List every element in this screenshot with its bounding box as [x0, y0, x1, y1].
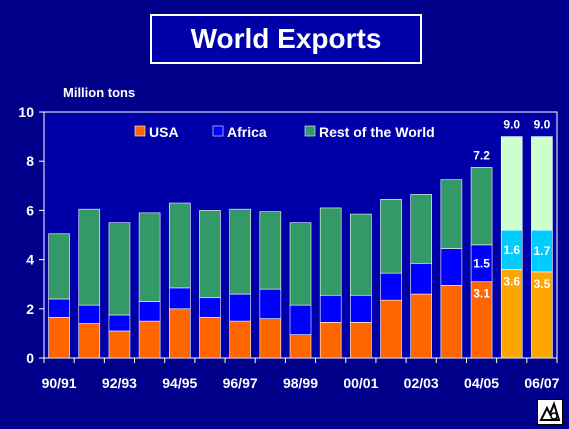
bar-africa [48, 298, 70, 318]
bar-rest-of-the-world [289, 222, 312, 306]
bar-usa [410, 293, 433, 359]
bar-africa [440, 248, 463, 286]
y-tick-label: 0 [26, 350, 34, 366]
legend-label: USA [149, 124, 179, 140]
bar-rest-of-the-world [108, 222, 131, 316]
bar-usa [138, 320, 161, 359]
bar-africa [108, 314, 131, 332]
legend-swatch [304, 125, 316, 137]
bar-rest-of-the-world [350, 213, 372, 296]
corner-logo-icon [537, 399, 563, 425]
y-axis-label: Million tons [63, 85, 136, 100]
data-label: 1.7 [534, 244, 551, 258]
bar-africa [168, 287, 191, 310]
bar-usa [78, 323, 101, 359]
legend-label: Africa [227, 124, 267, 140]
y-tick-label: 4 [26, 252, 34, 268]
bar-rest-of-the-world [168, 202, 191, 289]
bar-africa [259, 288, 282, 319]
x-tick-label: 98/99 [283, 375, 318, 391]
bar-usa [319, 322, 342, 359]
legend-label: Rest of the World [319, 124, 435, 140]
data-label: 3.6 [503, 274, 520, 288]
y-tick-label: 2 [26, 301, 34, 317]
bar-africa [350, 294, 372, 323]
bar-africa [319, 294, 342, 323]
bar-africa [78, 304, 101, 324]
bar-africa [380, 272, 402, 301]
x-tick-label: 06/07 [524, 375, 559, 391]
bar-rest-of-the-world [78, 208, 101, 306]
bar-africa [138, 301, 161, 322]
bar-usa [199, 317, 221, 359]
bar-usa [440, 285, 463, 359]
bar-africa [229, 293, 251, 322]
bar-rest-of-the-world [500, 136, 523, 231]
data-label: 9.0 [503, 118, 520, 132]
bar-usa [380, 299, 402, 359]
bar-rest-of-the-world [470, 167, 493, 246]
bar-usa [229, 320, 251, 359]
bar-usa [259, 318, 282, 359]
data-label: 3.1 [473, 287, 490, 301]
x-tick-label: 00/01 [343, 375, 378, 391]
y-tick-label: 8 [26, 153, 34, 169]
bar-rest-of-the-world [259, 211, 282, 290]
x-tick-label: 96/97 [223, 375, 258, 391]
bar-rest-of-the-world [319, 207, 342, 296]
x-tick-label: 92/93 [102, 375, 137, 391]
legend-swatch [134, 125, 146, 137]
bar-rest-of-the-world [138, 212, 161, 302]
bar-africa [289, 304, 312, 335]
data-label: 7.2 [473, 148, 490, 162]
chart-title: World Exports [150, 14, 422, 64]
legend-swatch [212, 125, 224, 137]
bar-rest-of-the-world [380, 199, 402, 274]
bar-rest-of-the-world [199, 210, 221, 299]
bar-rest-of-the-world [440, 179, 463, 249]
data-label: 3.5 [534, 277, 551, 291]
bar-rest-of-the-world [410, 194, 433, 264]
x-tick-label: 04/05 [464, 375, 499, 391]
data-label: 1.5 [473, 256, 490, 270]
x-tick-label: 90/91 [42, 375, 77, 391]
bar-rest-of-the-world [48, 233, 70, 300]
bar-africa [410, 262, 433, 295]
data-label: 1.6 [503, 243, 520, 257]
x-tick-label: 02/03 [404, 375, 439, 391]
y-tick-label: 6 [26, 202, 34, 218]
bar-rest-of-the-world [531, 136, 553, 231]
data-label: 9.0 [534, 118, 551, 132]
bar-africa [199, 297, 221, 318]
bar-usa [48, 317, 70, 359]
bar-usa [168, 308, 191, 359]
x-tick-label: 94/95 [162, 375, 197, 391]
bar-usa [350, 322, 372, 359]
y-tick-label: 10 [18, 104, 34, 120]
bar-usa [289, 334, 312, 359]
bar-rest-of-the-world [229, 208, 251, 295]
bar-usa [108, 330, 131, 359]
